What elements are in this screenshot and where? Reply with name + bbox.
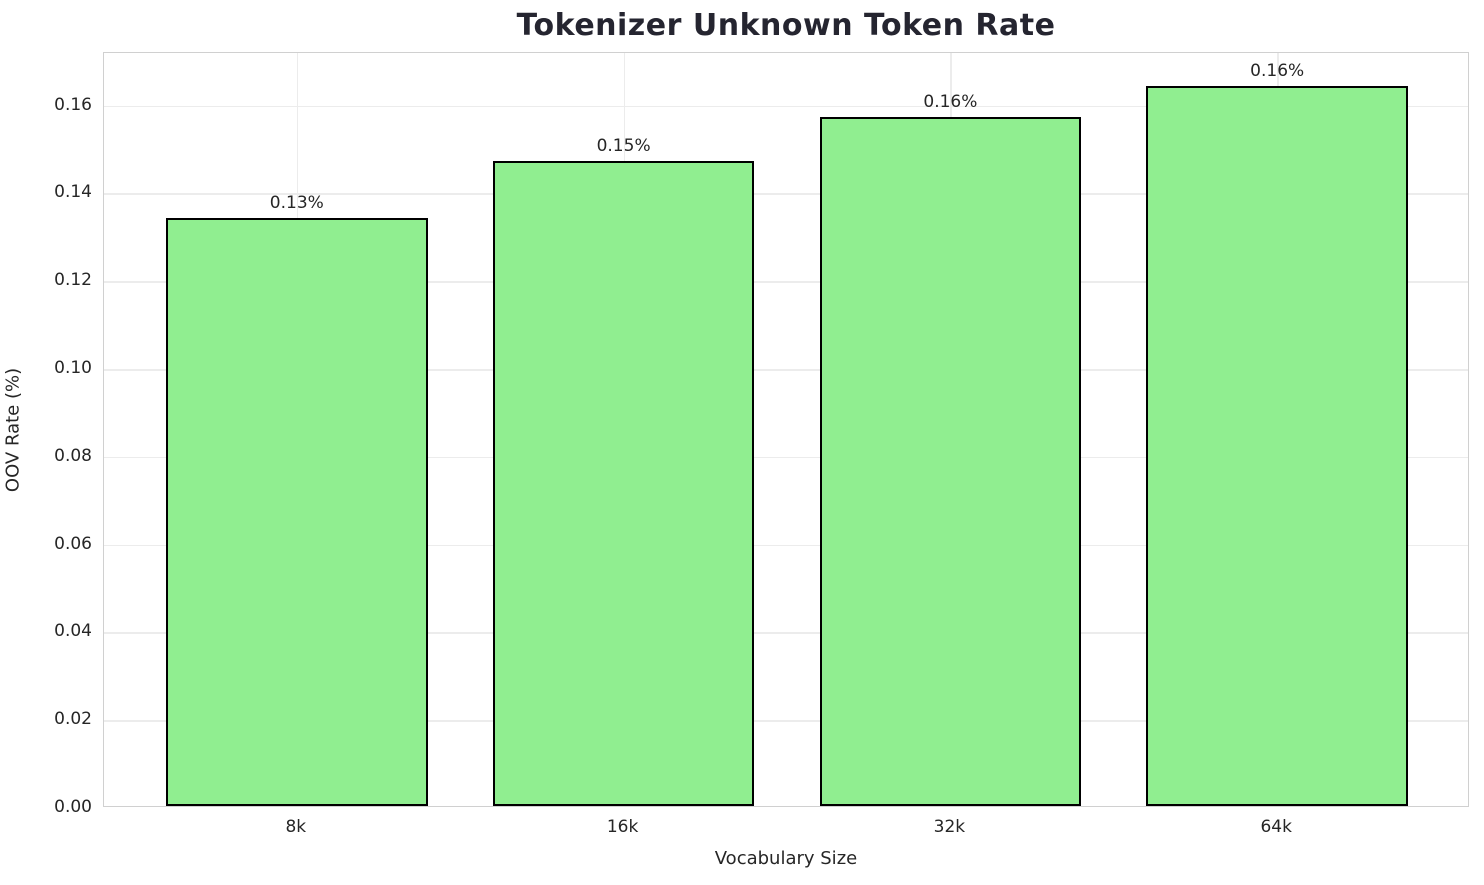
bar-value-label: 0.13%: [269, 192, 324, 213]
horizontal-gridline: [104, 281, 1468, 283]
x-tick-label-32k: 32k: [933, 817, 966, 837]
horizontal-gridline: [104, 632, 1468, 634]
y-tick-label: 0.00: [54, 797, 92, 817]
bar-16k: [492, 160, 755, 806]
horizontal-gridline: [104, 720, 1468, 722]
chart-title: Tokenizer Unknown Token Rate: [516, 8, 1056, 43]
y-tick-label: 0.14: [54, 182, 92, 203]
y-tick-label: 0.06: [54, 533, 92, 554]
y-axis-label: OOV Rate (%): [2, 367, 24, 493]
bar-32k: [819, 116, 1082, 806]
x-axis-label: Vocabulary Size: [714, 848, 858, 869]
bar-64k: [1146, 86, 1408, 806]
y-tick-label: 0.10: [54, 358, 92, 379]
plot-area: 0.13% 0.15% 0.16% 0.16%: [103, 52, 1469, 807]
y-tick-label: 0.02: [54, 709, 92, 730]
bar-value-label: 0.16%: [1250, 61, 1305, 82]
y-tick-label: 0.08: [54, 445, 92, 466]
horizontal-gridline: [104, 105, 1468, 108]
y-tick-label: 0.04: [54, 621, 92, 642]
bar-value-label: 0.16%: [923, 91, 978, 112]
x-tick-label-16k: 16k: [606, 817, 639, 837]
y-tick-label: 0.16: [54, 94, 92, 115]
horizontal-gridline: [104, 369, 1468, 371]
bar-8k: [166, 217, 428, 806]
y-tick-label: 0.12: [54, 270, 92, 291]
x-tick-label-8k: 8k: [285, 817, 307, 837]
horizontal-gridline: [104, 456, 1468, 459]
horizontal-gridline: [104, 544, 1468, 547]
horizontal-gridline: [104, 193, 1468, 195]
bar-value-label: 0.15%: [596, 135, 651, 156]
x-tick-label-64k: 64k: [1260, 817, 1292, 837]
